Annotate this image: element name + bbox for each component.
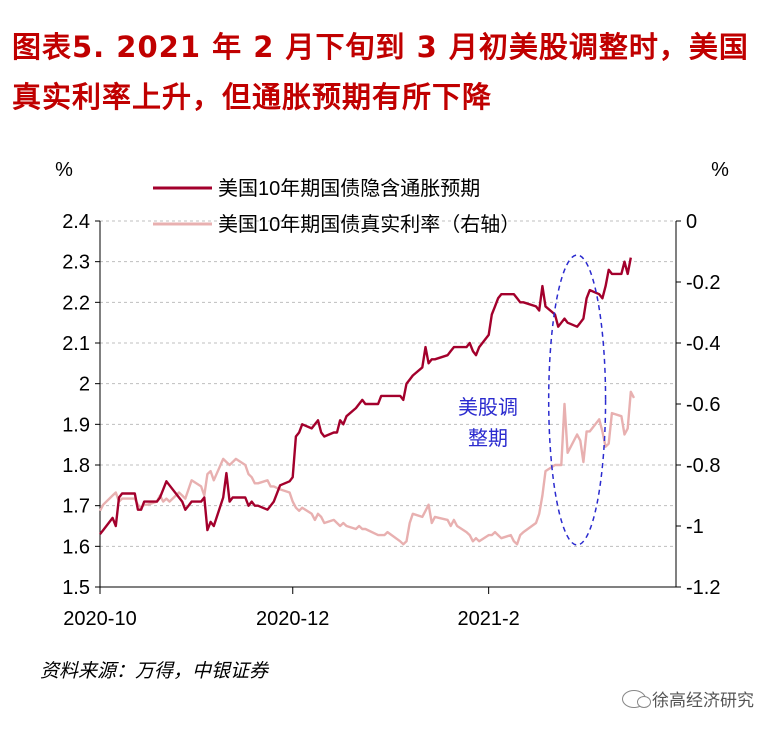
watermark-text: 徐高经济研究 [652,691,754,711]
x-tick-label: 2020-10 [63,608,136,630]
y-right-tick-label: 0 [686,211,697,233]
y-left-tick-label: 2.3 [62,252,90,274]
y-left-tick-label: 1.8 [62,455,90,477]
y-right-axis: 0 -0.2 -0.4 -0.6 -0.8 -1 -1.2 [676,211,720,599]
annotation-text-2: 整期 [468,427,508,450]
annotation-text-1: 美股调 [458,396,518,419]
y-left-tick-label: 1.5 [62,577,90,599]
legend-label: 美国10年期国债隐含通胀预期 [218,177,480,200]
y-right-tick-label: -0.2 [686,272,720,294]
x-tick-label: 2021-2 [458,608,520,630]
left-unit-label: % [55,159,73,181]
watermark: 徐高经济研究 [622,686,754,711]
series-line-real-rate [98,390,636,546]
title-line-2: 真实利率上升，但通胀预期有所下降 [12,80,493,114]
y-left-tick-label: 1.9 [62,414,90,436]
y-left-axis: 2.4 2.3 2.2 2.1 2 1.9 1.8 1.7 1.6 1.5 [62,211,100,599]
legend-label: 美国10年期国债真实利率（右轴） [218,213,520,236]
x-axis: 2020-10 2020-12 2021-2 [63,587,520,630]
y-left-tick-label: 2.1 [62,333,90,355]
y-right-tick-label: -1 [686,516,704,538]
chart-title: 图表5. 2021 年 2 月下旬到 3 月初美股调整时，美国 真实利率上升，但… [12,22,772,122]
y-right-tick-label: -0.6 [686,394,720,416]
series-line-inflation [99,257,632,535]
y-left-tick-label: 2.4 [62,211,90,233]
title-line-1: 图表5. 2021 年 2 月下旬到 3 月初美股调整时，美国 [12,30,749,64]
source-note: 资料来源：万得，中银证券 [40,660,269,682]
wechat-icon [622,689,651,708]
y-left-tick-label: 1.7 [62,496,90,518]
series-lines [98,257,636,546]
y-right-tick-label: -0.8 [686,455,720,477]
grid-lines [100,220,676,547]
annotation-ellipse [547,254,607,546]
y-left-tick-label: 2.2 [62,292,90,314]
x-tick-label: 2020-12 [256,608,329,630]
y-right-tick-label: -0.4 [686,333,720,355]
right-unit-label: % [711,159,729,181]
y-left-tick-label: 2 [79,374,90,396]
y-left-tick-label: 1.6 [62,536,90,558]
y-right-tick-label: -1.2 [686,577,720,599]
